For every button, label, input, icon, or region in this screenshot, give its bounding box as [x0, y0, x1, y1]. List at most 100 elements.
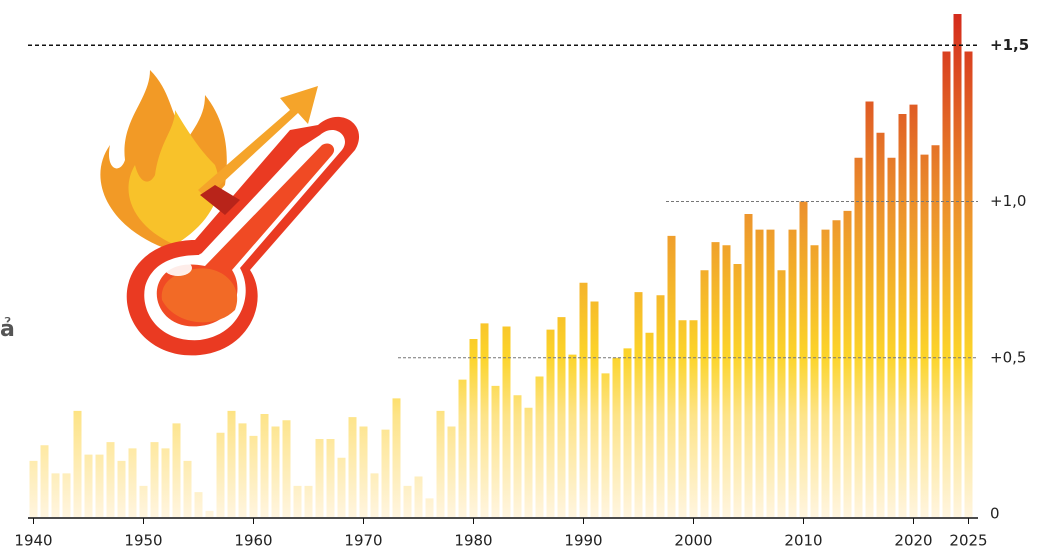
bar — [327, 439, 335, 517]
bar — [481, 323, 489, 517]
bar — [756, 230, 764, 517]
bar — [459, 380, 467, 517]
bar — [657, 295, 665, 517]
bar — [723, 245, 731, 517]
bar — [250, 436, 258, 517]
x-tick-label: 1980 — [454, 532, 492, 550]
bar — [162, 448, 170, 517]
bar — [349, 417, 357, 517]
bar — [41, 445, 49, 517]
x-tick-label: 2010 — [784, 532, 822, 550]
bar — [833, 220, 841, 517]
bar — [888, 158, 896, 517]
x-tick-label: 2000 — [674, 532, 712, 550]
bar — [96, 455, 104, 517]
bar — [63, 473, 71, 517]
bar — [679, 320, 687, 517]
bar — [525, 408, 533, 517]
x-tick-label: 1990 — [564, 532, 602, 550]
bar — [184, 461, 192, 517]
bar — [602, 373, 610, 517]
bar — [822, 230, 830, 517]
bar — [316, 439, 324, 517]
x-tick-label: 1960 — [234, 532, 272, 550]
bar — [129, 448, 137, 517]
bar — [173, 423, 181, 517]
bar — [195, 492, 203, 517]
bar — [580, 283, 588, 517]
bar — [492, 386, 500, 517]
bar — [921, 155, 929, 517]
bar — [470, 339, 478, 517]
bar — [74, 411, 82, 517]
x-tick-label: 1950 — [124, 532, 162, 550]
bar — [910, 105, 918, 517]
bar — [206, 511, 214, 517]
bar — [52, 473, 60, 517]
bar — [118, 461, 126, 517]
bar — [239, 423, 247, 517]
bar — [965, 52, 973, 518]
bar — [437, 411, 445, 517]
bar — [745, 214, 753, 517]
bar — [855, 158, 863, 517]
bar — [371, 473, 379, 517]
y-tick-label: 0 — [990, 505, 1000, 523]
y-tick-label: +1,5 — [990, 36, 1029, 54]
bar — [217, 433, 225, 517]
bar — [668, 236, 676, 517]
bar — [624, 348, 632, 517]
bar — [283, 420, 291, 517]
bar — [514, 395, 522, 517]
bar — [393, 398, 401, 517]
y-tick-label: +1,0 — [990, 192, 1026, 210]
side-text: ả — [0, 317, 15, 342]
bar — [844, 211, 852, 517]
bar — [943, 52, 951, 518]
thermometer-icon — [100, 70, 359, 355]
bar — [426, 498, 434, 517]
bar — [734, 264, 742, 517]
bar — [503, 327, 511, 518]
bar — [613, 358, 621, 517]
bar — [294, 486, 302, 517]
bar — [767, 230, 775, 517]
bar — [635, 292, 643, 517]
bar — [954, 14, 962, 517]
x-tick-label: 1970 — [344, 532, 382, 550]
bar — [701, 270, 709, 517]
bar — [261, 414, 269, 517]
bar — [448, 427, 456, 518]
x-tick-label: 2025 — [949, 532, 987, 550]
bar — [646, 333, 654, 517]
bar — [85, 455, 93, 517]
bar — [382, 430, 390, 517]
bar — [690, 320, 698, 517]
x-tick-label: 1940 — [14, 532, 52, 550]
bar — [558, 317, 566, 517]
bar — [228, 411, 236, 517]
bar — [800, 202, 808, 518]
bar — [404, 486, 412, 517]
x-tick-label: 2020 — [894, 532, 932, 550]
bar — [360, 427, 368, 518]
bar — [536, 377, 544, 518]
bar — [591, 302, 599, 518]
bar — [140, 486, 148, 517]
chart: ả 0 +0,5 +1,0 +1,5 1940 1950 1960 1970 1980 1990 2… — [0, 0, 1037, 555]
bar — [789, 230, 797, 517]
bar — [415, 477, 423, 518]
bar — [30, 461, 38, 517]
bar — [866, 102, 874, 518]
bar — [712, 242, 720, 517]
bar — [272, 427, 280, 518]
bar — [569, 355, 577, 517]
bar — [877, 133, 885, 517]
y-tick-label: +0,5 — [990, 348, 1026, 366]
bar — [151, 442, 159, 517]
bar — [778, 270, 786, 517]
bar — [305, 486, 313, 517]
bar — [338, 458, 346, 517]
bar — [899, 114, 907, 517]
bar — [811, 245, 819, 517]
